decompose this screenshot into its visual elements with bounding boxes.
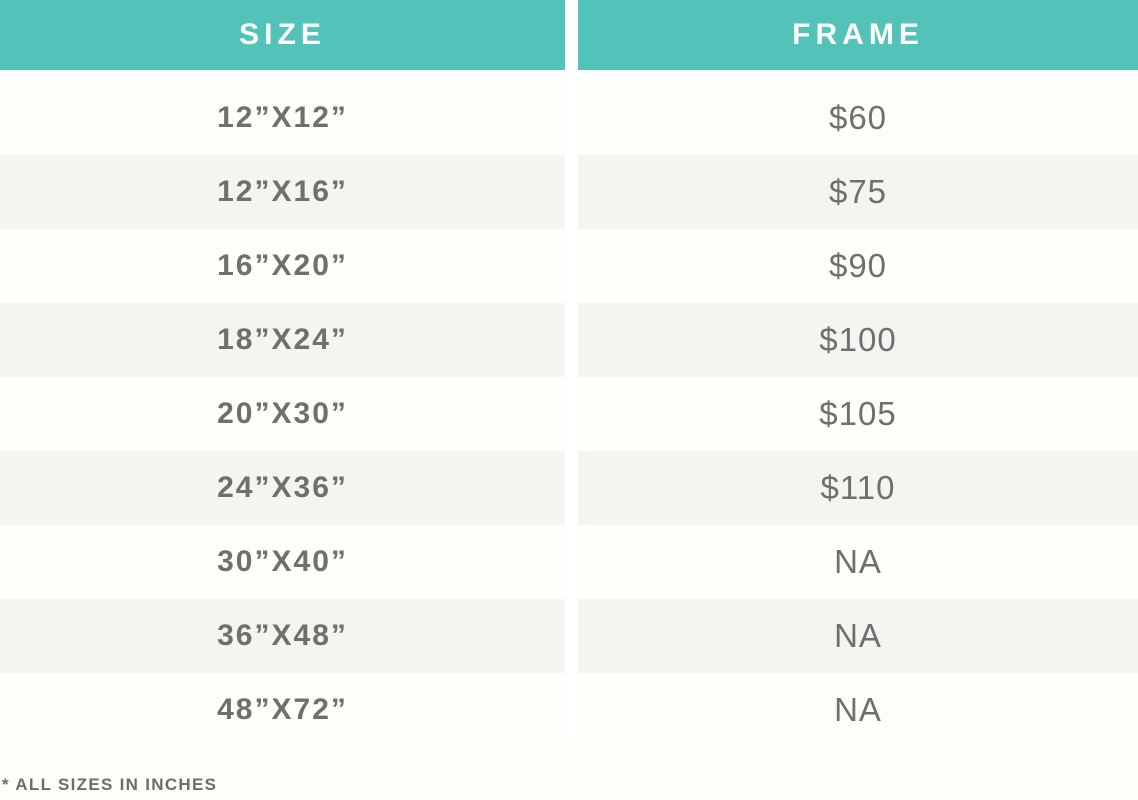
size-value: 36”X48” [0,599,565,673]
table-row: 48”X72” NA [0,673,1138,747]
frame-price-value: $100 [578,303,1138,377]
table-row: 12”X12” $60 [0,81,1138,155]
column-header-frame: FRAME [578,0,1138,70]
size-value: 16”X20” [0,229,565,303]
size-value: 48”X72” [0,673,565,747]
frame-price-value: $110 [578,451,1138,525]
size-value: 12”X12” [0,81,565,155]
size-value: 24”X36” [0,451,565,525]
pricing-table: SIZE FRAME 12”X12” $60 12”X16” $75 16”X2… [0,0,1138,747]
table-header-row: SIZE FRAME [0,0,1138,70]
frame-price-value: NA [578,673,1138,747]
table-row: 16”X20” $90 [0,229,1138,303]
header-divider-gap [0,70,1138,81]
column-header-size: SIZE [0,0,565,70]
footnote-all-sizes-in-inches: * ALL SIZES IN INCHES [2,775,218,794]
table-row: 36”X48” NA [0,599,1138,673]
table-row: 30”X40” NA [0,525,1138,599]
frame-price-value: $105 [578,377,1138,451]
table-row: 18”X24” $100 [0,303,1138,377]
size-value: 20”X30” [0,377,565,451]
frame-price-value: $90 [578,229,1138,303]
table-row: 24”X36” $110 [0,451,1138,525]
table-row: 12”X16” $75 [0,155,1138,229]
frame-price-value: $75 [578,155,1138,229]
size-value: 18”X24” [0,303,565,377]
frame-price-value: NA [578,525,1138,599]
frame-price-value: NA [578,599,1138,673]
frame-price-value: $60 [578,81,1138,155]
size-value: 30”X40” [0,525,565,599]
size-value: 12”X16” [0,155,565,229]
table-row: 20”X30” $105 [0,377,1138,451]
